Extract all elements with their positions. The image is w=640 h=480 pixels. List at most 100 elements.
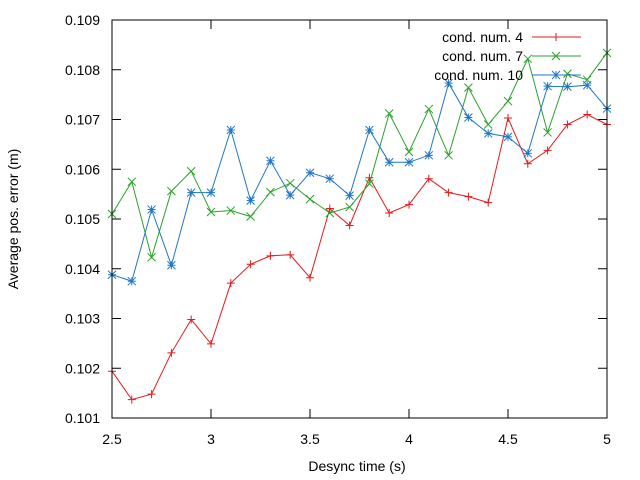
data-point	[365, 125, 374, 135]
data-point	[246, 196, 255, 205]
data-point	[266, 187, 275, 197]
series-line	[111, 113, 608, 401]
series-layer	[107, 48, 612, 404]
y-tick-label: 0.105	[65, 211, 100, 227]
data-point	[384, 157, 394, 167]
x-tick-label: 2.5	[102, 431, 122, 447]
data-point	[543, 146, 552, 155]
y-tick-label: 0.101	[65, 410, 100, 426]
data-point	[305, 194, 315, 204]
data-point	[503, 132, 513, 142]
data-point	[563, 82, 572, 92]
legend-marker	[551, 51, 561, 61]
data-point	[167, 348, 176, 357]
data-point	[246, 260, 255, 269]
series-line	[111, 81, 608, 282]
x-tick-label: 4	[405, 431, 413, 447]
legend-label: cond. num. 4	[442, 29, 523, 45]
legend-label: cond. num. 7	[442, 48, 523, 64]
data-point	[365, 179, 374, 189]
data-point	[365, 173, 374, 182]
data-point	[404, 147, 414, 157]
data-point	[523, 148, 533, 158]
series-line	[111, 52, 608, 260]
data-point	[226, 206, 236, 215]
data-point	[504, 114, 512, 123]
data-point	[444, 188, 453, 197]
data-point	[582, 80, 592, 90]
data-point	[306, 273, 314, 282]
data-point	[305, 168, 315, 178]
data-point	[266, 251, 275, 260]
data-point	[484, 198, 493, 207]
data-point	[483, 129, 493, 138]
data-point	[523, 159, 532, 168]
data-point	[187, 315, 196, 324]
axis-tick-labels: 2.5 3 3.5 4 4.5 5 0.101 0.102 0.103 0.104 0.105 0.1…	[65, 12, 611, 447]
y-tick-label: 0.103	[65, 311, 100, 327]
data-point	[543, 128, 552, 137]
plot-frame	[111, 19, 608, 419]
data-point	[444, 150, 453, 160]
data-point	[464, 192, 473, 201]
data-point	[385, 209, 394, 218]
data-point	[523, 54, 533, 64]
y-tick-label: 0.102	[65, 360, 100, 376]
data-point	[543, 81, 552, 91]
data-point	[127, 395, 136, 404]
legend-marker	[552, 33, 560, 41]
data-point	[186, 188, 196, 197]
data-point	[404, 157, 414, 167]
legend-label: cond. num. 10	[434, 67, 523, 83]
data-point	[583, 110, 592, 119]
y-tick-label: 0.104	[65, 261, 100, 277]
y-tick-label: 0.107	[65, 112, 100, 128]
x-tick-label: 5	[603, 431, 611, 447]
data-point	[167, 260, 176, 270]
data-point	[563, 120, 572, 129]
data-point	[167, 186, 176, 196]
data-point	[424, 104, 434, 114]
y-axis-label: Average pos. error (m)	[5, 149, 21, 290]
series-3	[107, 78, 612, 286]
data-point	[206, 188, 216, 197]
data-point	[246, 212, 255, 221]
data-point	[563, 69, 572, 79]
data-point	[424, 150, 434, 160]
data-point	[206, 207, 216, 217]
series-1	[108, 110, 611, 404]
data-point	[384, 109, 394, 118]
x-tick-label: 3.5	[300, 431, 320, 447]
data-point	[147, 252, 156, 262]
x-tick-label: 3	[207, 431, 215, 447]
data-point	[266, 156, 275, 166]
data-point	[464, 83, 473, 93]
axis-ticks	[111, 19, 608, 419]
data-point	[286, 250, 295, 259]
data-point	[186, 166, 196, 176]
data-point	[127, 177, 137, 187]
data-point	[345, 191, 354, 200]
data-point	[345, 202, 354, 212]
data-point	[483, 120, 493, 129]
data-point	[345, 221, 354, 230]
series-2	[107, 48, 612, 262]
data-point	[424, 174, 433, 183]
y-tick-label: 0.106	[65, 161, 100, 177]
data-point	[503, 96, 513, 106]
x-tick-label: 4.5	[498, 431, 518, 447]
y-tick-label: 0.108	[65, 62, 100, 78]
x-axis-label: Desync time (s)	[308, 458, 405, 474]
data-point	[226, 279, 235, 288]
data-point	[285, 190, 295, 200]
data-point	[147, 390, 156, 399]
data-point	[444, 78, 453, 88]
data-point	[325, 208, 335, 218]
data-point	[325, 174, 335, 184]
legend-marker	[551, 70, 561, 80]
data-point	[325, 204, 334, 213]
data-point	[226, 125, 236, 135]
data-point	[207, 339, 215, 348]
data-point	[464, 113, 473, 122]
